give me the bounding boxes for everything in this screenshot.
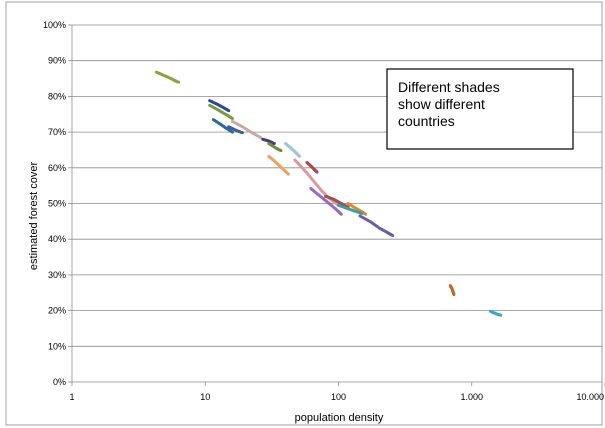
data-point	[315, 170, 319, 174]
series-17	[358, 214, 395, 238]
y-tick-label: 30%	[48, 270, 66, 280]
annotation-text: Different shades show different countries	[398, 79, 500, 129]
chart-frame	[5, 1, 603, 426]
series-6	[227, 125, 244, 135]
series-1	[154, 70, 181, 84]
data-points	[154, 70, 503, 317]
series-15	[346, 202, 368, 216]
data-point	[360, 212, 364, 215]
data-point	[279, 149, 283, 153]
series-5	[230, 119, 263, 139]
data-point	[230, 130, 234, 134]
data-point	[339, 212, 343, 216]
y-tick-labels: 0% 10% 20% 30% 40% 50% 60% 70% 80% 90% 100%	[43, 20, 66, 387]
y-tick-label: 70%	[48, 127, 66, 137]
annotation-box: Different shades show different countries	[386, 68, 574, 150]
y-tick-label: 20%	[48, 306, 66, 316]
y-tick-label: 90%	[48, 56, 66, 66]
data-point	[177, 80, 181, 84]
x-tick-label: 1.000	[460, 392, 483, 402]
series-11	[305, 160, 319, 174]
x-tick-labels: 1 10 100 1.000 10.000	[69, 382, 605, 402]
y-tick-label: 0%	[53, 377, 66, 387]
data-point	[298, 154, 302, 158]
series-13	[309, 187, 343, 216]
y-tick-label: 50%	[48, 199, 66, 209]
series-8	[267, 142, 283, 153]
series-3	[208, 103, 234, 121]
x-axis-label: population density	[295, 412, 384, 424]
y-tick-label: 10%	[48, 341, 66, 351]
data-point	[452, 293, 456, 297]
series-16	[337, 203, 364, 215]
series-19	[488, 309, 503, 317]
series-9	[283, 142, 302, 158]
data-point	[272, 142, 276, 146]
y-tick-label: 40%	[48, 234, 66, 244]
y-tick-label: 100%	[43, 20, 66, 30]
y-tick-label: 60%	[48, 163, 66, 173]
x-tick-label: 100	[331, 392, 346, 402]
data-point	[259, 135, 263, 139]
series-18	[448, 284, 456, 297]
series-10	[267, 154, 290, 176]
data-point	[499, 313, 503, 317]
axes	[71, 25, 602, 383]
x-tick-label: 10.000	[576, 392, 604, 402]
y-tick-label: 80%	[48, 91, 66, 101]
data-point	[240, 131, 244, 135]
y-axis-label: estimated forest cover	[28, 162, 40, 271]
data-point	[391, 234, 395, 238]
data-point	[227, 109, 231, 113]
annotation-frame	[386, 68, 574, 150]
data-point	[364, 212, 368, 216]
series-2	[208, 99, 231, 113]
data-point	[230, 117, 234, 121]
x-tick-label: 1	[69, 392, 74, 402]
series-4	[211, 118, 234, 134]
series-7	[261, 137, 276, 146]
data-point	[286, 172, 290, 176]
x-tick-label: 10	[200, 392, 210, 402]
